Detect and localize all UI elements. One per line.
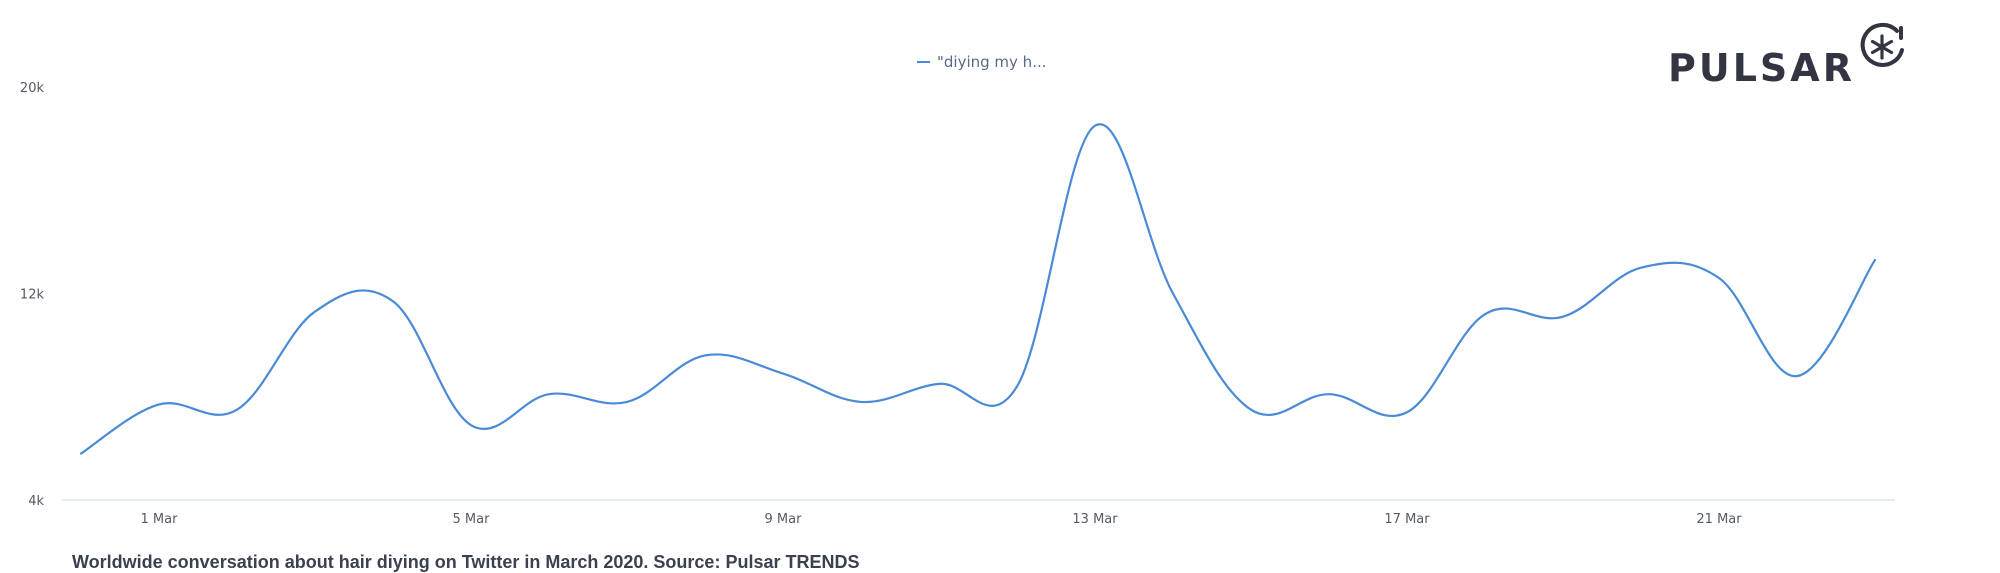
data-point[interactable] <box>1715 274 1723 282</box>
data-point[interactable] <box>1169 290 1177 298</box>
data-point[interactable] <box>1091 122 1099 130</box>
data-point[interactable] <box>1871 256 1879 264</box>
data-point[interactable] <box>233 406 241 414</box>
y-tick-label: 20k <box>20 81 45 96</box>
data-point[interactable] <box>1403 408 1411 416</box>
brand-name: PULSAR <box>1668 46 1855 90</box>
series-line <box>79 123 1877 455</box>
x-tick-label: 17 Mar <box>1384 512 1430 527</box>
y-tick-label: 4k <box>28 494 44 509</box>
series-points <box>77 122 1879 458</box>
data-point[interactable] <box>1013 382 1021 390</box>
y-tick-label: 12k <box>20 288 45 303</box>
data-point[interactable] <box>779 370 787 378</box>
data-point[interactable] <box>1637 264 1645 272</box>
data-point[interactable] <box>1325 390 1333 398</box>
chart-caption: Worldwide conversation about hair diying… <box>72 552 860 572</box>
data-point[interactable] <box>1481 310 1489 318</box>
data-point[interactable] <box>389 297 397 305</box>
data-point[interactable] <box>623 398 631 406</box>
data-point[interactable] <box>935 380 943 388</box>
x-tick-label: 13 Mar <box>1072 512 1118 527</box>
x-tick-label: 5 Mar <box>453 512 491 527</box>
data-point[interactable] <box>701 351 709 359</box>
asterisk-circle-icon <box>1857 22 1907 77</box>
y-axis: 4k 12k 20k <box>20 81 45 509</box>
x-axis: 1 Mar 5 Mar 9 Mar 13 Mar 17 Mar 21 Mar <box>141 512 1743 527</box>
x-tick-label: 1 Mar <box>141 512 179 527</box>
data-point[interactable] <box>1247 406 1255 414</box>
data-point[interactable] <box>155 400 163 408</box>
x-tick-label: 9 Mar <box>765 512 803 527</box>
data-point[interactable] <box>467 421 475 429</box>
data-point[interactable] <box>311 308 319 316</box>
x-tick-label: 21 Mar <box>1696 512 1742 527</box>
data-point[interactable] <box>1559 313 1567 321</box>
data-point[interactable] <box>545 390 553 398</box>
data-point[interactable] <box>857 398 865 406</box>
legend-label[interactable]: "diying my h... <box>937 53 1047 71</box>
data-point[interactable] <box>77 450 85 458</box>
data-point[interactable] <box>1793 372 1801 380</box>
legend[interactable]: "diying my h... <box>917 53 1047 71</box>
brand-logo: PULSAR <box>1668 22 1907 92</box>
